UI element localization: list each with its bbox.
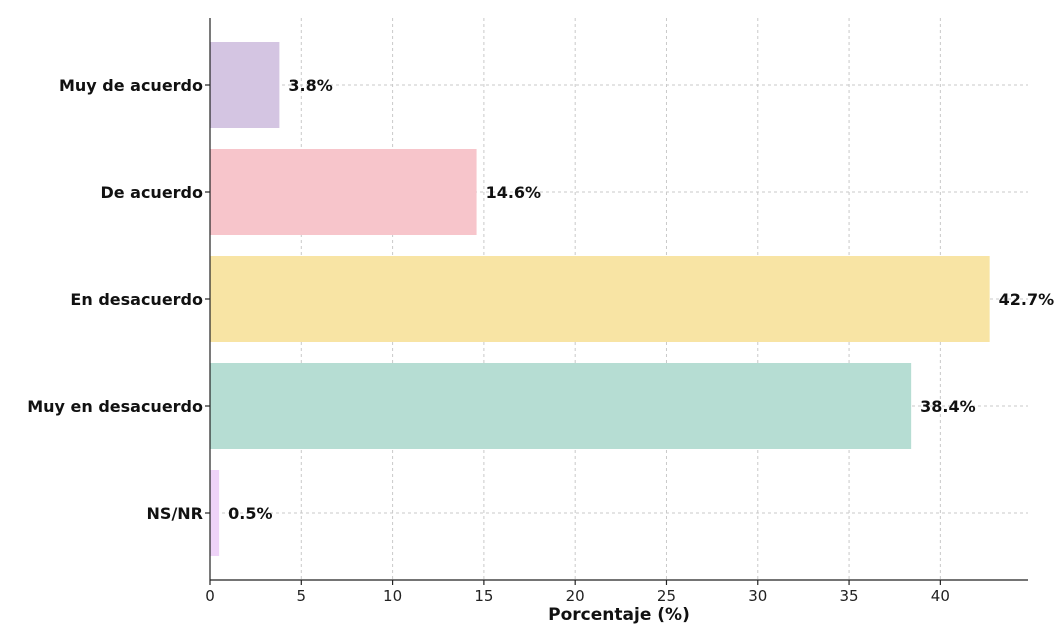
x-tick-label: 0 <box>205 587 215 605</box>
bar-muy-de-acuerdo <box>210 42 280 128</box>
bar-ns-nr <box>210 470 220 556</box>
category-label: Muy de acuerdo <box>59 76 203 95</box>
bars <box>210 42 990 556</box>
value-label: 42.7% <box>999 290 1055 309</box>
x-tick-label: 25 <box>657 587 676 605</box>
x-tick-label: 5 <box>297 587 307 605</box>
category-label: Muy en desacuerdo <box>27 397 203 416</box>
x-tick-label: 20 <box>566 587 585 605</box>
x-tick-label: 10 <box>383 587 402 605</box>
bar-de-acuerdo <box>210 149 477 235</box>
x-tick-label: 15 <box>474 587 493 605</box>
category-labels: Muy de acuerdo De acuerdo En desacuerdo Muy… <box>27 76 203 523</box>
bar-en-desacuerdo <box>210 256 990 342</box>
x-tick-label: 40 <box>931 587 950 605</box>
value-label: 0.5% <box>228 504 272 523</box>
category-label: De acuerdo <box>100 183 203 202</box>
value-labels: 3.8% 14.6% 42.7% 38.4% 0.5% <box>228 76 1054 523</box>
category-label: En desacuerdo <box>70 290 203 309</box>
x-tick-label: 30 <box>748 587 767 605</box>
value-label: 14.6% <box>486 183 542 202</box>
x-axis-title: Porcentaje (%) <box>548 605 690 625</box>
category-label: NS/NR <box>147 504 203 523</box>
x-ticks: 0 5 10 15 20 25 30 35 40 <box>205 84 950 605</box>
bar-muy-en-desacuerdo <box>210 363 912 449</box>
value-label: 38.4% <box>920 397 976 416</box>
value-label: 3.8% <box>288 76 332 95</box>
x-tick-label: 35 <box>840 587 859 605</box>
